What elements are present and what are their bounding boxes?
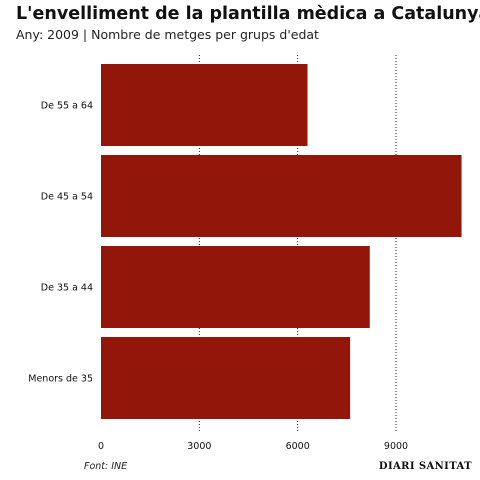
bar-1 [101, 155, 462, 237]
category-label-2: De 35 a 44 [41, 283, 93, 294]
chart-title: L'envelliment de la plantilla mèdica a C… [16, 4, 480, 24]
x-tick-label-9000: 9000 [384, 441, 408, 452]
source-note: Font: INE [84, 461, 128, 472]
x-tick-label-0: 0 [98, 441, 104, 452]
bar-0 [101, 64, 308, 146]
bar-2 [101, 246, 370, 328]
category-label-1: De 45 a 54 [41, 192, 93, 203]
chart-subtitle: Any: 2009 | Nombre de metges per grups d… [16, 27, 319, 42]
category-label-0: De 55 a 64 [41, 101, 93, 112]
bar-3 [101, 337, 351, 419]
x-tick-label-3000: 3000 [187, 441, 211, 452]
category-label-3: Menors de 35 [28, 374, 93, 385]
x-tick-label-6000: 6000 [286, 441, 310, 452]
brand-logo: DIARI SANITAT [378, 461, 472, 472]
